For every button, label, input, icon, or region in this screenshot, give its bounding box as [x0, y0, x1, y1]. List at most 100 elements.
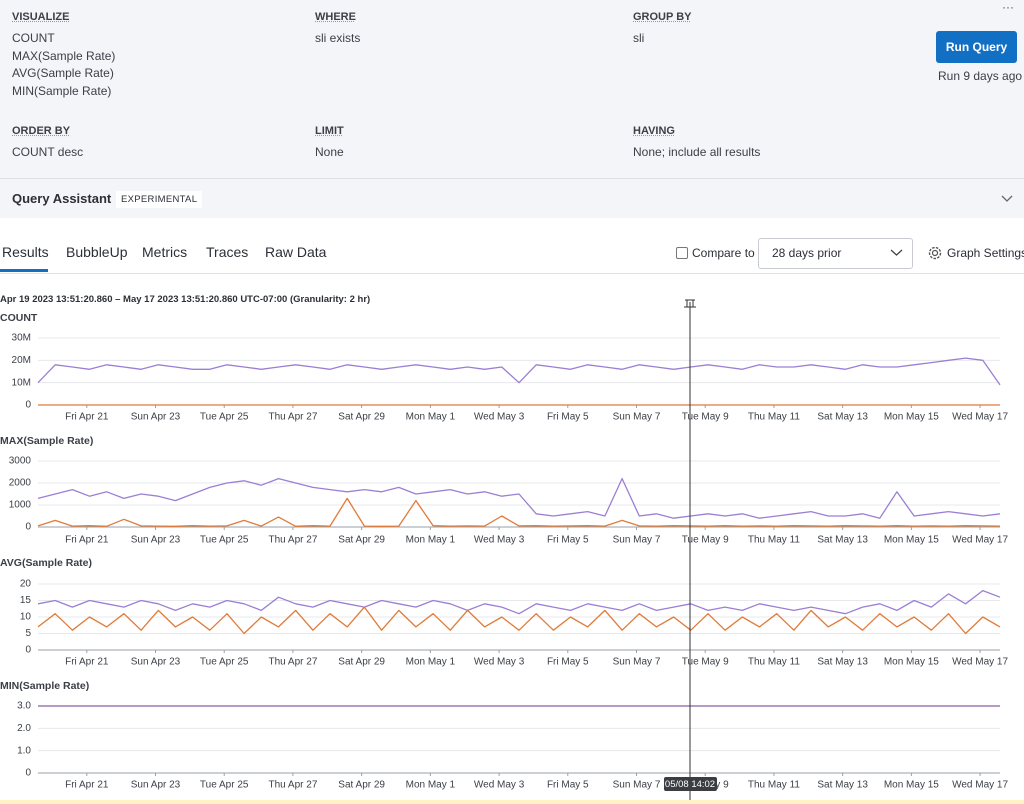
x-tick-label: Thu May 11 [748, 535, 800, 546]
run-query-button[interactable]: Run Query [936, 31, 1017, 63]
charts: COUNT 0 10M 20M 30M Fri Apr 21 Sun Apr 23 Tue A… [0, 299, 1024, 804]
x-tick-label: Wed May 3 [474, 780, 525, 791]
tab-underline [0, 269, 48, 272]
gear-icon [928, 246, 942, 260]
graph-settings[interactable]: Graph Settings [947, 246, 1024, 260]
x-tick-label: Sun Apr 23 [131, 780, 181, 791]
y-tick-label: 3.0 [17, 701, 31, 712]
y-tick-label: 0 [25, 400, 31, 411]
x-tick-label: Mon May 15 [884, 412, 939, 423]
x-tick-label: Thu Apr 27 [268, 412, 317, 423]
badge: EXPERIMENTAL [116, 191, 203, 208]
x-tick-label: Sun May 7 [613, 412, 661, 423]
y-tick-label: 20M [12, 355, 31, 366]
x-tick-label: Sun Apr 23 [131, 412, 181, 423]
y-tick-label: 2000 [9, 478, 32, 489]
x-tick-label: Sat Apr 29 [338, 657, 385, 668]
x-tick-label: Fri Apr 21 [65, 780, 109, 791]
query-builder [0, 0, 1024, 218]
series-line [37, 497, 1001, 527]
tab[interactable]: Metrics [142, 244, 188, 260]
compare-select[interactable] [758, 238, 913, 269]
x-tick-label: Fri May 5 [547, 780, 589, 791]
tab[interactable]: Raw Data [265, 244, 327, 260]
x-tick-label: Thu May 11 [748, 412, 800, 423]
x-tick-label: Mon May 15 [884, 657, 939, 668]
run-status: Run 9 days ago [938, 69, 1023, 83]
x-tick-label: Sat Apr 29 [338, 412, 385, 423]
x-tick-label: Sat May 13 [817, 657, 868, 668]
chart-title: MAX(Sample Rate) [0, 435, 93, 447]
x-tick-label: Wed May 17 [952, 535, 1008, 546]
x-tick-label: Mon May 1 [406, 657, 456, 668]
y-tick-label: 3000 [9, 456, 32, 467]
assistant-title[interactable]: Query Assistant [12, 191, 112, 206]
x-tick-label: Mon May 1 [406, 780, 456, 791]
chevron[interactable] [1001, 194, 1013, 204]
x-tick-label: Sun Apr 23 [131, 657, 181, 668]
x-tick-label: Fri May 5 [547, 657, 589, 668]
item: sli [633, 31, 645, 45]
x-tick-label: Sun May 7 [613, 535, 661, 546]
x-tick-label: Tue Apr 25 [200, 657, 249, 668]
x-tick-label: Sun May 7 [613, 780, 661, 791]
y-tick-label: 10M [12, 377, 31, 388]
section-label: ORDER BY [12, 125, 71, 137]
compare-option: 28 days prior [772, 246, 842, 260]
x-tick-label: Wed May 17 [952, 657, 1008, 668]
x-tick-label: Tue May 9 [682, 657, 729, 668]
item: None [315, 145, 344, 159]
y-tick-label: 20 [20, 579, 32, 590]
item: COUNT desc [12, 145, 84, 159]
x-tick-label: Wed May 3 [474, 657, 525, 668]
x-tick-label: Sat May 13 [817, 780, 868, 791]
x-tick-label: Tue Apr 25 [200, 535, 249, 546]
series-line [37, 589, 1001, 615]
x-tick-label: Tue May 9 [682, 535, 729, 546]
x-tick-label: Sat Apr 29 [338, 780, 385, 791]
series-line [37, 357, 1001, 386]
x-tick-label: Thu Apr 27 [268, 535, 317, 546]
divider [0, 178, 1024, 179]
checkbox[interactable] [676, 247, 688, 259]
x-tick-label: Mon May 1 [406, 412, 456, 423]
y-tick-label: 5 [25, 628, 31, 639]
tab[interactable]: Results [2, 244, 49, 260]
item: MIN(Sample Rate) [12, 84, 112, 98]
tab[interactable]: Traces [206, 244, 249, 260]
select-arrow [890, 249, 903, 256]
x-tick-label: Thu May 11 [748, 780, 800, 791]
y-tick-label: 0 [25, 522, 31, 533]
x-tick-label: Fri May 5 [547, 412, 589, 423]
section-label: VISUALIZE [12, 11, 70, 23]
y-tick-label: 30M [12, 333, 31, 344]
x-tick-label: Thu May 11 [748, 657, 800, 668]
item: AVG(Sample Rate) [12, 66, 114, 80]
x-tick-label: Mon May 15 [884, 780, 939, 791]
y-tick-label: 2.0 [17, 723, 31, 734]
chart-title: MIN(Sample Rate) [0, 680, 89, 692]
x-tick-label: Sat May 13 [817, 412, 868, 423]
item: MAX(Sample Rate) [12, 49, 116, 63]
x-tick-label: Fri Apr 21 [65, 657, 109, 668]
x-tick-label: Mon May 1 [406, 535, 456, 546]
tab[interactable]: BubbleUp [66, 244, 128, 260]
cursor-label: 05/08 14:02 [665, 779, 715, 790]
menu-button[interactable]: ··· [1002, 0, 1014, 14]
x-tick-label: Sun Apr 23 [131, 535, 181, 546]
x-tick-label: Tue May 9 [682, 412, 729, 423]
y-tick-label: 1.0 [17, 745, 31, 756]
x-tick-label: Sat Apr 29 [338, 535, 385, 546]
series-line [37, 477, 1001, 519]
series-line [37, 606, 1001, 635]
section-label: GROUP BY [633, 11, 692, 23]
x-tick-label: Wed May 3 [474, 535, 525, 546]
footer-strip [0, 800, 1024, 804]
x-tick-label: Tue Apr 25 [200, 780, 249, 791]
x-tick-label: Wed May 17 [952, 412, 1008, 423]
y-tick-label: 10 [20, 612, 32, 623]
section-label: WHERE [315, 11, 356, 23]
x-tick-label: Tue Apr 25 [200, 412, 249, 423]
